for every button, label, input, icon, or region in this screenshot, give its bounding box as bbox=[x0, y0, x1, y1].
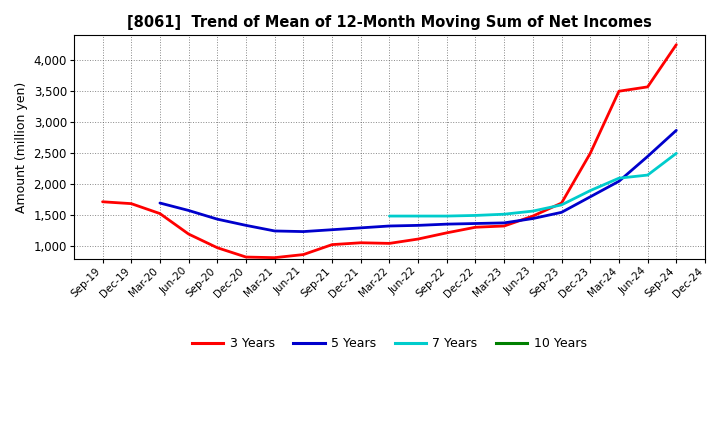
7 Years bbox=[414, 213, 423, 219]
Line: 3 Years: 3 Years bbox=[102, 44, 676, 258]
3 Years bbox=[672, 42, 680, 47]
5 Years bbox=[184, 208, 193, 213]
3 Years bbox=[500, 224, 508, 229]
Y-axis label: Amount (million yen): Amount (million yen) bbox=[15, 81, 28, 213]
7 Years bbox=[557, 202, 566, 208]
3 Years bbox=[98, 199, 107, 205]
3 Years bbox=[328, 242, 336, 247]
5 Years bbox=[299, 229, 307, 234]
5 Years bbox=[643, 154, 652, 159]
7 Years bbox=[528, 209, 537, 214]
3 Years bbox=[414, 236, 423, 242]
3 Years bbox=[271, 255, 279, 260]
7 Years bbox=[500, 212, 508, 217]
5 Years bbox=[586, 194, 595, 199]
3 Years bbox=[127, 201, 135, 206]
5 Years bbox=[156, 200, 164, 205]
5 Years bbox=[672, 128, 680, 133]
3 Years bbox=[213, 245, 222, 250]
5 Years bbox=[356, 225, 365, 231]
3 Years bbox=[557, 200, 566, 205]
7 Years bbox=[471, 213, 480, 218]
7 Years bbox=[586, 188, 595, 193]
5 Years bbox=[271, 228, 279, 234]
7 Years bbox=[443, 213, 451, 219]
3 Years bbox=[156, 211, 164, 216]
5 Years bbox=[242, 223, 251, 228]
5 Years bbox=[500, 220, 508, 226]
3 Years bbox=[615, 88, 624, 94]
3 Years bbox=[528, 213, 537, 219]
5 Years bbox=[471, 221, 480, 226]
5 Years bbox=[213, 216, 222, 222]
3 Years bbox=[586, 150, 595, 156]
5 Years bbox=[414, 223, 423, 228]
Title: [8061]  Trend of Mean of 12-Month Moving Sum of Net Incomes: [8061] Trend of Mean of 12-Month Moving … bbox=[127, 15, 652, 30]
3 Years bbox=[443, 230, 451, 235]
3 Years bbox=[471, 224, 480, 230]
Legend: 3 Years, 5 Years, 7 Years, 10 Years: 3 Years, 5 Years, 7 Years, 10 Years bbox=[187, 332, 592, 355]
5 Years bbox=[385, 224, 394, 229]
3 Years bbox=[242, 254, 251, 260]
Line: 5 Years: 5 Years bbox=[160, 130, 676, 231]
3 Years bbox=[385, 241, 394, 246]
7 Years bbox=[643, 172, 652, 178]
5 Years bbox=[528, 216, 537, 221]
5 Years bbox=[615, 179, 624, 184]
7 Years bbox=[385, 213, 394, 219]
Line: 7 Years: 7 Years bbox=[390, 153, 676, 216]
7 Years bbox=[615, 176, 624, 181]
3 Years bbox=[356, 240, 365, 246]
5 Years bbox=[557, 210, 566, 215]
3 Years bbox=[643, 84, 652, 89]
3 Years bbox=[299, 252, 307, 257]
5 Years bbox=[443, 221, 451, 227]
5 Years bbox=[328, 227, 336, 232]
7 Years bbox=[672, 150, 680, 156]
3 Years bbox=[184, 231, 193, 237]
